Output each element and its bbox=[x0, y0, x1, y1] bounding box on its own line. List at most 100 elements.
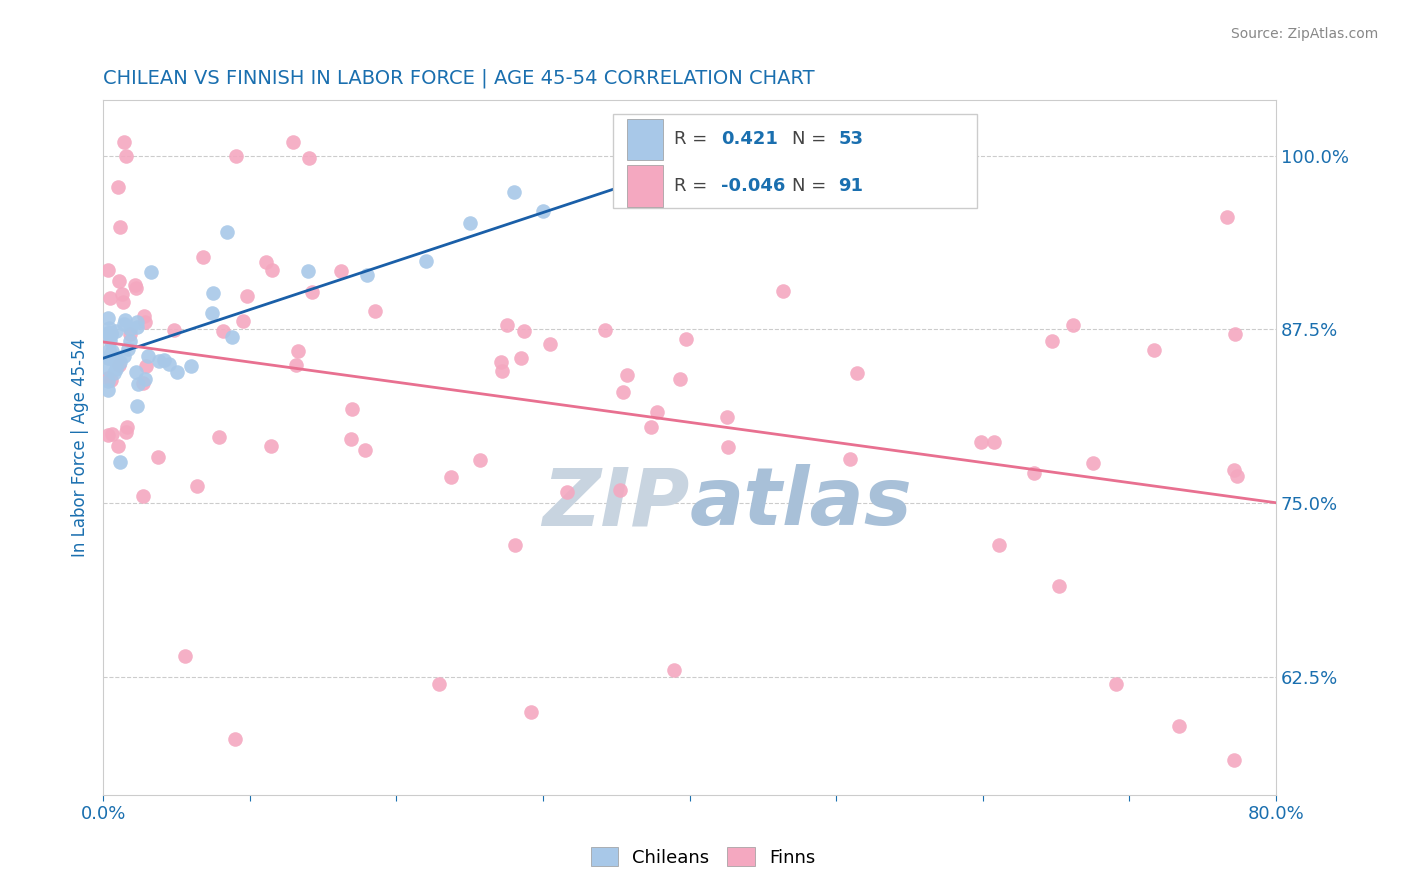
Point bbox=[202, 286, 225, 301]
Point bbox=[103, 367, 125, 381]
Point bbox=[134, 372, 156, 386]
Point bbox=[117, 342, 139, 356]
Point bbox=[148, 450, 170, 464]
Point bbox=[208, 430, 231, 444]
Point bbox=[174, 649, 197, 664]
Point bbox=[201, 306, 224, 320]
Point bbox=[186, 479, 208, 493]
Point bbox=[491, 364, 513, 378]
Point bbox=[104, 351, 127, 365]
Point bbox=[114, 149, 136, 163]
Y-axis label: In Labor Force | Age 45-54: In Labor Force | Age 45-54 bbox=[72, 338, 89, 558]
Point bbox=[1142, 343, 1164, 357]
Point bbox=[287, 343, 309, 358]
Bar bbox=[613, 114, 977, 208]
Point bbox=[650, 184, 672, 198]
Point bbox=[1062, 318, 1084, 332]
Text: atlas: atlas bbox=[689, 464, 912, 542]
Point bbox=[1225, 326, 1247, 341]
Point bbox=[112, 317, 135, 331]
Point bbox=[98, 291, 121, 305]
Text: ZIP: ZIP bbox=[543, 464, 689, 542]
Point bbox=[1223, 463, 1246, 477]
Point bbox=[131, 489, 153, 503]
Point bbox=[108, 219, 131, 234]
Point bbox=[364, 304, 387, 318]
Point bbox=[96, 370, 118, 384]
Point bbox=[115, 425, 138, 439]
Point bbox=[301, 285, 323, 300]
Point bbox=[101, 344, 124, 359]
Point bbox=[125, 365, 148, 379]
Point bbox=[112, 349, 135, 363]
Point bbox=[1047, 578, 1070, 592]
Point bbox=[100, 326, 122, 341]
Point bbox=[132, 376, 155, 390]
Point bbox=[983, 435, 1005, 450]
Point bbox=[96, 362, 118, 376]
Point bbox=[125, 281, 148, 295]
Point bbox=[101, 427, 124, 442]
Point bbox=[1216, 210, 1239, 224]
Point bbox=[356, 268, 378, 282]
Point bbox=[105, 356, 128, 370]
Point bbox=[157, 357, 180, 371]
Point bbox=[440, 470, 463, 484]
Point bbox=[112, 135, 135, 149]
Text: CHILEAN VS FINNISH IN LABOR FORCE | AGE 45-54 CORRELATION CHART: CHILEAN VS FINNISH IN LABOR FORCE | AGE … bbox=[103, 69, 814, 88]
Point bbox=[132, 309, 155, 323]
Point bbox=[1168, 718, 1191, 732]
Point bbox=[664, 663, 686, 677]
Point bbox=[105, 324, 128, 338]
Point bbox=[107, 439, 129, 453]
Point bbox=[1105, 677, 1128, 691]
Point bbox=[612, 385, 634, 400]
Point bbox=[215, 225, 238, 239]
Point bbox=[330, 264, 353, 278]
Point bbox=[254, 255, 277, 269]
Point bbox=[98, 343, 121, 357]
Point bbox=[531, 204, 554, 219]
Point bbox=[354, 442, 377, 457]
Point bbox=[645, 405, 668, 419]
Point bbox=[468, 453, 491, 467]
Point bbox=[284, 358, 307, 372]
Legend: Chileans, Finns: Chileans, Finns bbox=[583, 840, 823, 874]
Text: 91: 91 bbox=[838, 178, 863, 195]
Point bbox=[211, 324, 233, 338]
Point bbox=[415, 254, 437, 268]
Point bbox=[100, 326, 122, 340]
Point bbox=[716, 410, 738, 425]
Point bbox=[458, 216, 481, 230]
Point bbox=[98, 328, 121, 343]
Point bbox=[640, 420, 662, 434]
Point bbox=[141, 265, 163, 279]
Point bbox=[96, 311, 118, 326]
Point bbox=[96, 428, 118, 442]
Point bbox=[221, 329, 243, 343]
Point bbox=[125, 399, 148, 413]
Point bbox=[1042, 334, 1064, 348]
Point bbox=[148, 354, 170, 368]
Point bbox=[136, 349, 159, 363]
Point bbox=[555, 484, 578, 499]
Point bbox=[838, 451, 860, 466]
Point bbox=[108, 355, 131, 369]
Point bbox=[845, 367, 868, 381]
Point bbox=[772, 284, 794, 298]
Point bbox=[260, 439, 283, 453]
Point bbox=[707, 162, 730, 177]
Point bbox=[98, 326, 121, 341]
Point bbox=[180, 359, 202, 373]
Point bbox=[114, 313, 136, 327]
Point bbox=[513, 324, 536, 338]
Point bbox=[110, 454, 132, 468]
Text: 53: 53 bbox=[838, 130, 863, 148]
Text: Source: ZipAtlas.com: Source: ZipAtlas.com bbox=[1230, 27, 1378, 41]
Point bbox=[124, 277, 146, 292]
Point bbox=[717, 440, 740, 454]
Point bbox=[96, 351, 118, 365]
Point bbox=[163, 323, 186, 337]
Point bbox=[616, 368, 638, 382]
Point bbox=[127, 376, 149, 391]
